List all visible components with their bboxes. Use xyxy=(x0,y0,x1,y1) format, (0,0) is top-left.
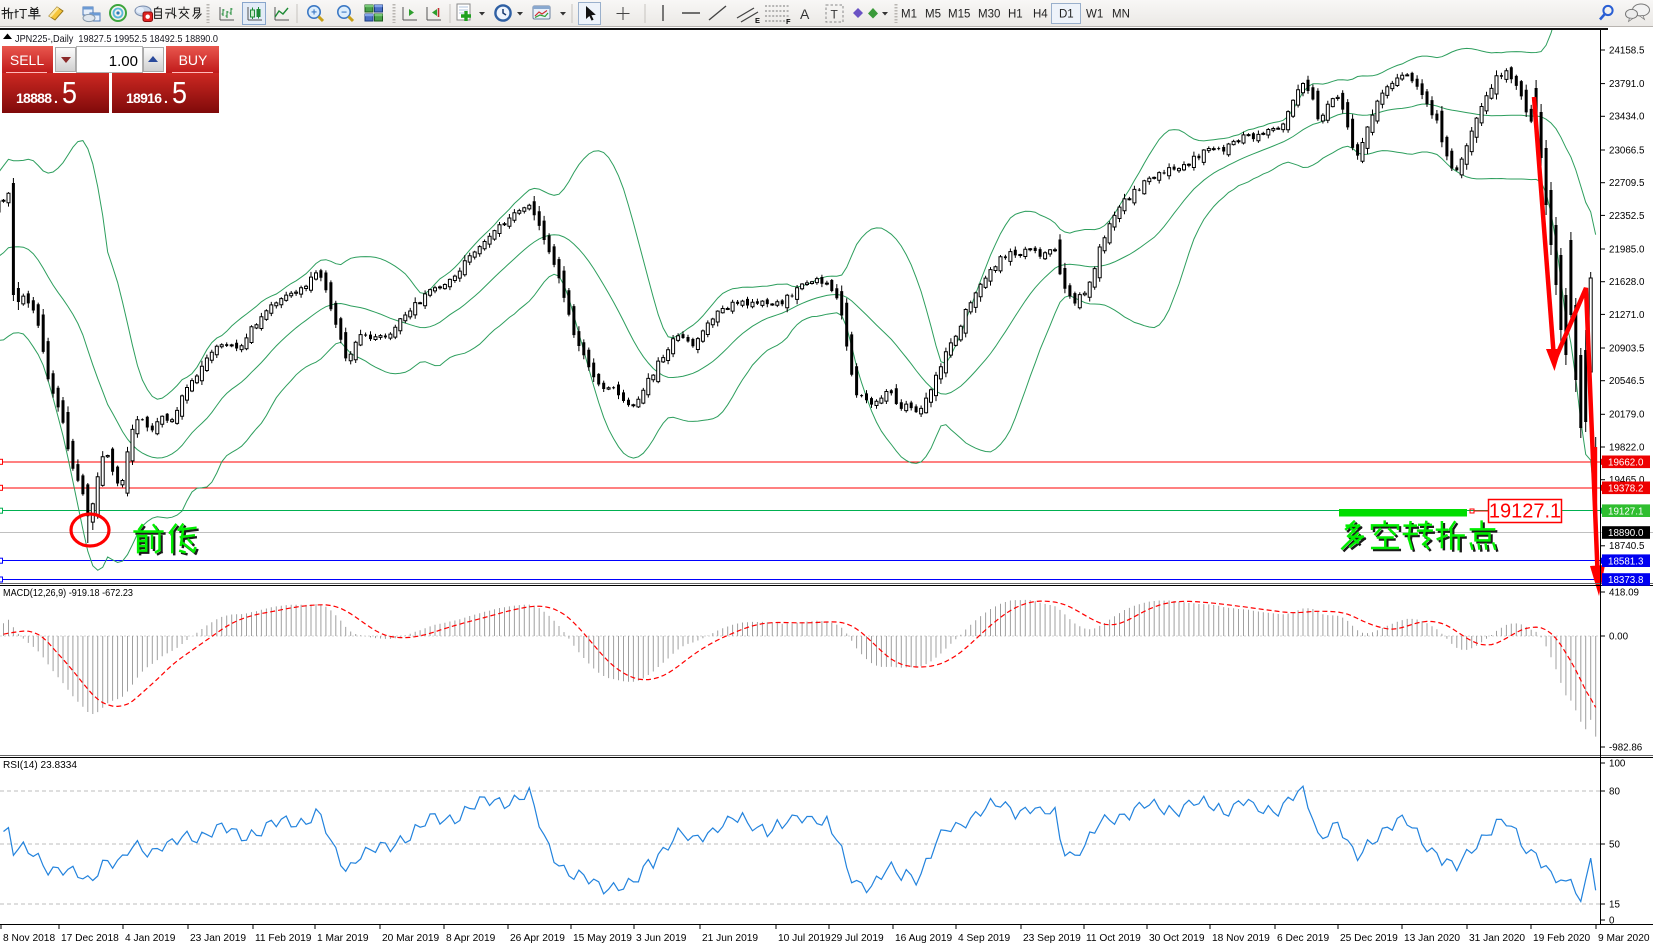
svg-text:JPN225-,Daily 19827.5 19952.5: JPN225-,Daily 19827.5 19952.5 18492.5 18… xyxy=(15,34,218,45)
svg-text:+: + xyxy=(311,7,317,18)
svg-text:11 Feb 2019: 11 Feb 2019 xyxy=(255,933,312,944)
svg-text:418.09: 418.09 xyxy=(1609,587,1639,598)
svg-text:20179.0: 20179.0 xyxy=(1609,410,1645,421)
svg-text:1.00: 1.00 xyxy=(109,53,138,70)
svg-text:23066.5: 23066.5 xyxy=(1609,145,1645,156)
svg-text:15 May 2019: 15 May 2019 xyxy=(573,933,632,944)
svg-text:10 Jul 2019: 10 Jul 2019 xyxy=(778,933,831,944)
svg-text:19662.0: 19662.0 xyxy=(1608,457,1644,468)
svg-text:F: F xyxy=(786,17,791,26)
svg-text:4 Sep 2019: 4 Sep 2019 xyxy=(958,933,1010,944)
svg-text:26 Apr 2019: 26 Apr 2019 xyxy=(510,933,565,944)
svg-text:19127.1: 19127.1 xyxy=(1489,501,1561,523)
svg-text:.: . xyxy=(54,90,58,106)
svg-text:19822.0: 19822.0 xyxy=(1609,442,1645,453)
svg-text:20903.5: 20903.5 xyxy=(1609,343,1645,354)
svg-text:18740.5: 18740.5 xyxy=(1609,541,1645,552)
svg-text:18916: 18916 xyxy=(126,90,162,106)
svg-text:-982.86: -982.86 xyxy=(1609,742,1643,753)
svg-text:20 Mar 2019: 20 Mar 2019 xyxy=(382,933,440,944)
svg-text:50: 50 xyxy=(1609,839,1620,850)
svg-text:0.00: 0.00 xyxy=(1609,631,1629,642)
svg-text:8 Apr 2019: 8 Apr 2019 xyxy=(446,933,496,944)
svg-text:80: 80 xyxy=(1609,786,1620,797)
svg-text:D1: D1 xyxy=(1059,9,1074,21)
svg-text:8 Nov 2018: 8 Nov 2018 xyxy=(3,933,55,944)
svg-text:4 Jan 2019: 4 Jan 2019 xyxy=(125,933,176,944)
svg-text:5: 5 xyxy=(172,75,187,110)
svg-text:31 Jan 2020: 31 Jan 2020 xyxy=(1469,933,1525,944)
svg-text:MACD(12,26,9) -919.18 -672.23: MACD(12,26,9) -919.18 -672.23 xyxy=(3,588,133,599)
svg-text:22709.5: 22709.5 xyxy=(1609,178,1645,189)
svg-text:M30: M30 xyxy=(978,9,1000,21)
svg-text:E: E xyxy=(755,16,760,25)
svg-text:21628.0: 21628.0 xyxy=(1609,277,1645,288)
svg-text:24158.5: 24158.5 xyxy=(1609,45,1645,56)
svg-text:BUY: BUY xyxy=(179,52,208,68)
svg-text:1 Mar 2019: 1 Mar 2019 xyxy=(317,933,369,944)
svg-text:0: 0 xyxy=(1609,915,1615,926)
svg-text:18890.0: 18890.0 xyxy=(1608,528,1644,539)
svg-text:3 Jun 2019: 3 Jun 2019 xyxy=(636,933,687,944)
svg-text:13 Jan 2020: 13 Jan 2020 xyxy=(1404,933,1460,944)
svg-text:100: 100 xyxy=(1609,758,1626,769)
svg-text:15: 15 xyxy=(1609,899,1620,910)
svg-text:T: T xyxy=(831,8,839,22)
svg-text:29 Jul 2019: 29 Jul 2019 xyxy=(831,933,884,944)
svg-text:17 Dec 2018: 17 Dec 2018 xyxy=(61,933,119,944)
svg-text:RSI(14) 23.8334: RSI(14) 23.8334 xyxy=(3,760,77,771)
svg-text:20546.5: 20546.5 xyxy=(1609,376,1645,387)
svg-text:M15: M15 xyxy=(948,9,970,21)
svg-text:M1: M1 xyxy=(901,9,917,21)
svg-text:21 Jun 2019: 21 Jun 2019 xyxy=(702,933,758,944)
svg-text:21271.0: 21271.0 xyxy=(1609,310,1645,321)
svg-text:23791.0: 23791.0 xyxy=(1609,79,1645,90)
svg-text:19127.1: 19127.1 xyxy=(1608,506,1643,517)
svg-text:21985.0: 21985.0 xyxy=(1609,244,1645,255)
svg-text:MN: MN xyxy=(1112,9,1130,21)
svg-text:16 Aug 2019: 16 Aug 2019 xyxy=(895,933,953,944)
svg-text:H1: H1 xyxy=(1008,9,1023,21)
svg-text:18581.3: 18581.3 xyxy=(1608,556,1644,567)
svg-text:19378.2: 19378.2 xyxy=(1608,483,1643,494)
svg-text:11 Oct 2019: 11 Oct 2019 xyxy=(1086,933,1141,944)
svg-text:A: A xyxy=(800,6,810,22)
svg-text:5: 5 xyxy=(62,75,77,110)
svg-text:25 Dec 2019: 25 Dec 2019 xyxy=(1340,933,1398,944)
svg-text:18373.8: 18373.8 xyxy=(1608,575,1644,586)
svg-text:23 Sep 2019: 23 Sep 2019 xyxy=(1023,933,1081,944)
svg-text:6 Dec 2019: 6 Dec 2019 xyxy=(1277,933,1329,944)
svg-text:M5: M5 xyxy=(925,9,941,21)
svg-text:W1: W1 xyxy=(1086,9,1103,21)
svg-text:−: − xyxy=(341,7,347,18)
svg-text:30 Oct 2019: 30 Oct 2019 xyxy=(1149,933,1205,944)
svg-text:18888: 18888 xyxy=(16,90,52,106)
svg-text:.: . xyxy=(164,90,168,106)
svg-text:23 Jan 2019: 23 Jan 2019 xyxy=(190,933,246,944)
svg-text:SELL: SELL xyxy=(10,52,44,68)
svg-text:9 Mar 2020: 9 Mar 2020 xyxy=(1598,933,1650,944)
svg-text:H4: H4 xyxy=(1033,9,1048,21)
svg-text:23434.0: 23434.0 xyxy=(1609,112,1645,123)
svg-text:19465.0: 19465.0 xyxy=(1609,475,1645,486)
svg-text:18 Nov 2019: 18 Nov 2019 xyxy=(1212,933,1270,944)
svg-text:19 Feb 2020: 19 Feb 2020 xyxy=(1533,933,1591,944)
svg-text:22352.5: 22352.5 xyxy=(1609,211,1645,222)
